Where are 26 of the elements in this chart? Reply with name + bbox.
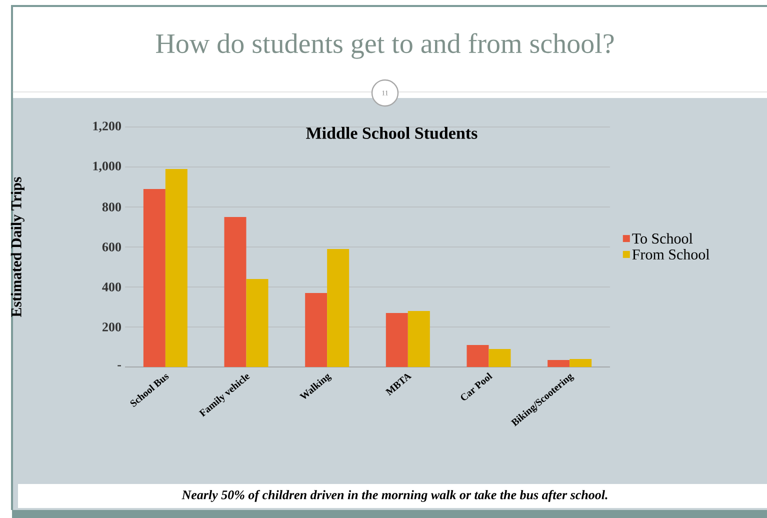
legend-label: To School <box>632 233 693 244</box>
bar <box>570 358 592 367</box>
y-tick-label: 600 <box>102 242 121 252</box>
y-tick-label: 400 <box>102 282 121 292</box>
chart-subtitle: Middle School Students <box>306 126 478 139</box>
bar <box>488 348 511 367</box>
bar <box>305 292 328 367</box>
y-tick-label: - <box>118 365 122 366</box>
bar <box>386 312 408 367</box>
bar <box>466 344 489 367</box>
bar <box>327 248 350 367</box>
bar <box>246 278 268 367</box>
chart-title: How do students get to and from school? <box>156 33 614 59</box>
bar <box>408 310 430 367</box>
bar <box>165 168 188 367</box>
legend-label: From School <box>632 248 710 260</box>
bar <box>143 188 166 367</box>
y-tick-label: 1,200 <box>93 122 121 132</box>
bar <box>224 216 246 367</box>
bar <box>548 360 570 367</box>
x-tick-label: Car Pool <box>460 372 493 400</box>
y-tick-label: 200 <box>102 322 121 332</box>
y-tick-label: 1,000 <box>93 162 121 172</box>
y-axis-title: Estimated Daily Trips <box>10 177 24 318</box>
text: Nearly 50% of children driven in the morning walk or take the bus after school. <box>182 490 608 502</box>
y-tick-label: 800 <box>102 202 121 212</box>
